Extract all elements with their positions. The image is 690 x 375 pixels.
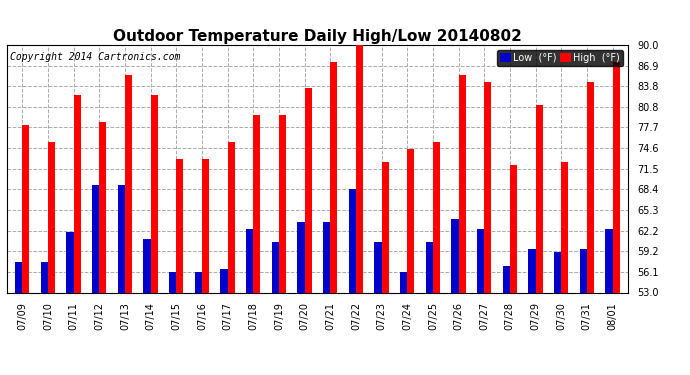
Bar — [323, 222, 331, 292]
Bar — [279, 115, 286, 292]
Bar — [503, 266, 510, 292]
Bar — [118, 186, 125, 292]
Bar — [375, 242, 382, 292]
Bar — [272, 242, 279, 292]
Bar — [22, 125, 30, 292]
Bar — [561, 162, 569, 292]
Title: Outdoor Temperature Daily High/Low 20140802: Outdoor Temperature Daily High/Low 20140… — [113, 29, 522, 44]
Legend: Low  (°F), High  (°F): Low (°F), High (°F) — [497, 50, 623, 66]
Bar — [535, 105, 543, 292]
Bar — [304, 88, 312, 292]
Bar — [48, 142, 55, 292]
Bar — [433, 142, 440, 292]
Bar — [176, 159, 184, 292]
Bar — [400, 272, 407, 292]
Bar — [613, 62, 620, 292]
Bar — [253, 115, 260, 292]
Bar — [356, 38, 363, 292]
Bar — [169, 272, 176, 292]
Bar — [586, 82, 594, 292]
Bar — [220, 269, 228, 292]
Bar — [41, 262, 48, 292]
Bar — [92, 186, 99, 292]
Bar — [66, 232, 74, 292]
Bar — [477, 229, 484, 292]
Bar — [426, 242, 433, 292]
Bar — [451, 219, 459, 292]
Bar — [15, 262, 22, 292]
Bar — [605, 229, 613, 292]
Bar — [407, 148, 415, 292]
Bar — [202, 159, 209, 292]
Bar — [484, 82, 491, 292]
Bar — [150, 95, 158, 292]
Bar — [554, 252, 561, 292]
Text: Copyright 2014 Cartronics.com: Copyright 2014 Cartronics.com — [10, 53, 180, 62]
Bar — [382, 162, 388, 292]
Bar — [99, 122, 106, 292]
Bar — [510, 165, 517, 292]
Bar — [297, 222, 304, 292]
Bar — [529, 249, 535, 292]
Bar — [144, 239, 150, 292]
Bar — [459, 75, 466, 292]
Bar — [195, 272, 202, 292]
Bar — [331, 62, 337, 292]
Bar — [228, 142, 235, 292]
Bar — [246, 229, 253, 292]
Bar — [580, 249, 586, 292]
Bar — [348, 189, 356, 292]
Bar — [125, 75, 132, 292]
Bar — [74, 95, 81, 292]
